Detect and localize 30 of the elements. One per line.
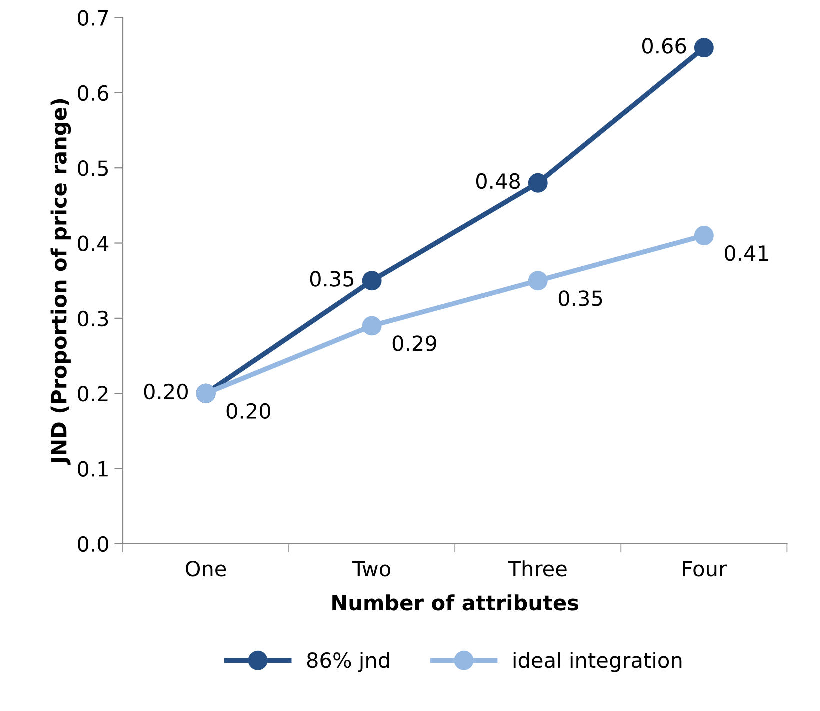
y-tick-label: 0.1	[78, 461, 108, 477]
legend-label: ideal integration	[514, 652, 682, 672]
y-tick-label: 0.6	[78, 85, 108, 102]
point	[362, 271, 382, 291]
data-label: 0.41	[724, 245, 768, 262]
y-tick-label: 0.4	[78, 236, 109, 252]
x-tick-label: Three	[508, 560, 567, 577]
point	[362, 316, 382, 336]
x-axis-title: Number of attributes	[332, 594, 579, 611]
data-label: 0.66	[642, 38, 686, 54]
y-tick-label: 0.3	[78, 310, 108, 327]
data-label: 0.29	[392, 336, 436, 352]
point	[528, 271, 548, 291]
data-label: 0.48	[476, 173, 520, 190]
data-label: 0.20	[226, 403, 270, 420]
x-tick-label: Two	[352, 561, 390, 577]
x-tick-label: One	[186, 560, 226, 577]
y-tick-label: 0.2	[78, 386, 108, 402]
y-tick-label: 0.5	[78, 160, 108, 176]
point	[528, 173, 548, 193]
point	[694, 226, 714, 246]
data-label: 0.35	[558, 290, 602, 306]
legend-label: 86% jnd	[307, 652, 390, 672]
point	[694, 38, 714, 58]
y-tick-label: 0.0	[78, 536, 108, 552]
data-label: 0.20	[144, 384, 188, 400]
y-axis-title: JND (Proportion of price range)	[50, 99, 72, 466]
y-tick-label: 0.7	[78, 10, 108, 26]
data-label: 0.35	[310, 271, 354, 287]
x-tick-label: Four	[683, 561, 728, 577]
